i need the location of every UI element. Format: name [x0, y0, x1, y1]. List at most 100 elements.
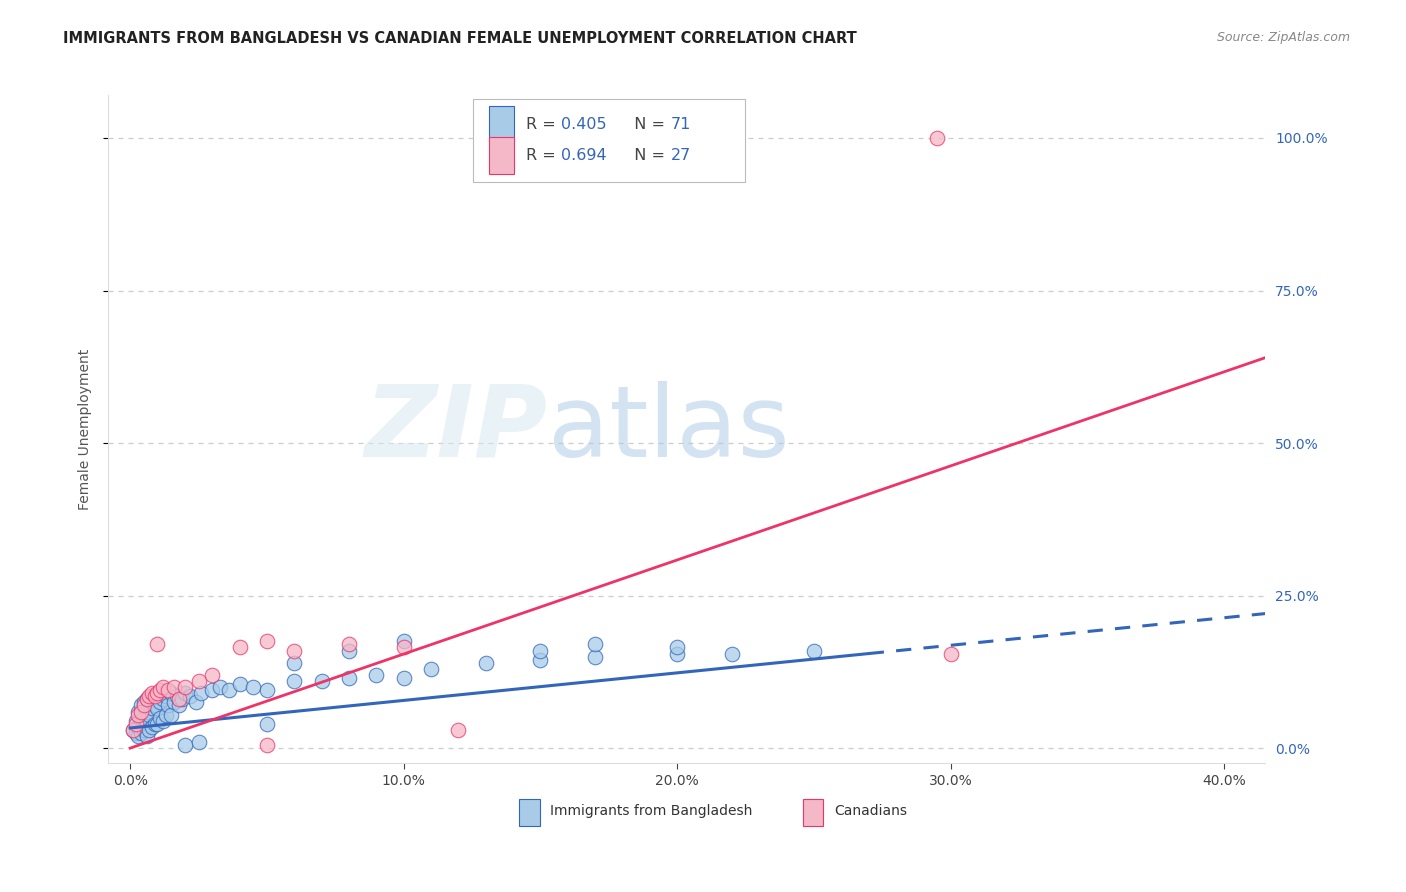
- Point: [201, 668, 224, 682]
- Point: [939, 647, 962, 661]
- Point: [173, 738, 195, 752]
- Text: Canadians: Canadians: [834, 805, 907, 819]
- Point: [256, 738, 278, 752]
- Point: [163, 695, 186, 709]
- Text: N =: N =: [624, 117, 671, 131]
- Point: [172, 692, 194, 706]
- Point: [155, 690, 177, 704]
- Point: [124, 714, 146, 728]
- Text: 27: 27: [671, 148, 690, 163]
- Point: [121, 723, 143, 737]
- Point: [135, 705, 157, 719]
- Point: [187, 673, 209, 688]
- Text: 71: 71: [671, 117, 690, 131]
- Point: [173, 686, 195, 700]
- Point: [392, 671, 415, 685]
- Point: [138, 690, 160, 704]
- Point: [146, 686, 169, 700]
- Point: [129, 726, 152, 740]
- Text: N =: N =: [624, 148, 671, 163]
- Point: [256, 683, 278, 698]
- Text: ZIP: ZIP: [366, 381, 548, 478]
- FancyBboxPatch shape: [472, 99, 745, 182]
- Point: [141, 701, 163, 715]
- Point: [583, 649, 606, 664]
- Point: [135, 714, 157, 728]
- Point: [163, 680, 186, 694]
- Point: [283, 643, 305, 657]
- Text: IMMIGRANTS FROM BANGLADESH VS CANADIAN FEMALE UNEMPLOYMENT CORRELATION CHART: IMMIGRANTS FROM BANGLADESH VS CANADIAN F…: [63, 31, 858, 46]
- Point: [256, 716, 278, 731]
- Point: [149, 711, 172, 725]
- Point: [529, 643, 551, 657]
- Point: [366, 668, 388, 682]
- Text: Immigrants from Bangladesh: Immigrants from Bangladesh: [550, 805, 752, 819]
- Text: 0.405: 0.405: [561, 117, 606, 131]
- Point: [127, 705, 149, 719]
- Point: [803, 643, 825, 657]
- Point: [256, 634, 278, 648]
- Point: [146, 716, 169, 731]
- Point: [311, 673, 333, 688]
- Point: [337, 637, 360, 651]
- Point: [157, 698, 180, 713]
- Point: [124, 716, 146, 731]
- Text: 0.694: 0.694: [561, 148, 606, 163]
- Point: [160, 707, 183, 722]
- Point: [143, 690, 166, 704]
- Point: [190, 686, 212, 700]
- Point: [201, 683, 224, 698]
- Point: [721, 647, 744, 661]
- Point: [121, 723, 143, 737]
- Point: [166, 690, 188, 704]
- Point: [160, 686, 183, 700]
- Point: [169, 698, 191, 713]
- Point: [127, 720, 149, 734]
- Point: [129, 705, 152, 719]
- Point: [152, 714, 174, 728]
- Point: [157, 683, 180, 698]
- Point: [666, 640, 689, 655]
- Point: [146, 686, 169, 700]
- Point: [155, 707, 177, 722]
- Point: [283, 656, 305, 670]
- Point: [127, 729, 149, 743]
- Point: [132, 695, 155, 709]
- FancyBboxPatch shape: [489, 105, 515, 143]
- Point: [152, 692, 174, 706]
- Point: [152, 680, 174, 694]
- Point: [141, 686, 163, 700]
- Point: [146, 637, 169, 651]
- Point: [138, 707, 160, 722]
- Point: [169, 692, 191, 706]
- Text: atlas: atlas: [548, 381, 790, 478]
- Point: [135, 692, 157, 706]
- Text: R =: R =: [526, 148, 561, 163]
- Point: [135, 729, 157, 743]
- Point: [420, 662, 443, 676]
- Point: [173, 680, 195, 694]
- Point: [129, 698, 152, 713]
- Point: [392, 640, 415, 655]
- Point: [337, 671, 360, 685]
- Point: [127, 707, 149, 722]
- Point: [209, 680, 232, 694]
- Point: [132, 723, 155, 737]
- Point: [337, 643, 360, 657]
- Point: [132, 711, 155, 725]
- Point: [129, 714, 152, 728]
- Point: [228, 677, 250, 691]
- Point: [179, 690, 201, 704]
- Point: [124, 726, 146, 740]
- Point: [187, 735, 209, 749]
- Point: [583, 637, 606, 651]
- Text: R =: R =: [526, 117, 561, 131]
- Point: [132, 698, 155, 713]
- Point: [447, 723, 470, 737]
- Point: [927, 131, 949, 145]
- Point: [474, 656, 496, 670]
- Y-axis label: Female Unemployment: Female Unemployment: [79, 349, 93, 510]
- Point: [141, 720, 163, 734]
- Point: [242, 680, 264, 694]
- Point: [228, 640, 250, 655]
